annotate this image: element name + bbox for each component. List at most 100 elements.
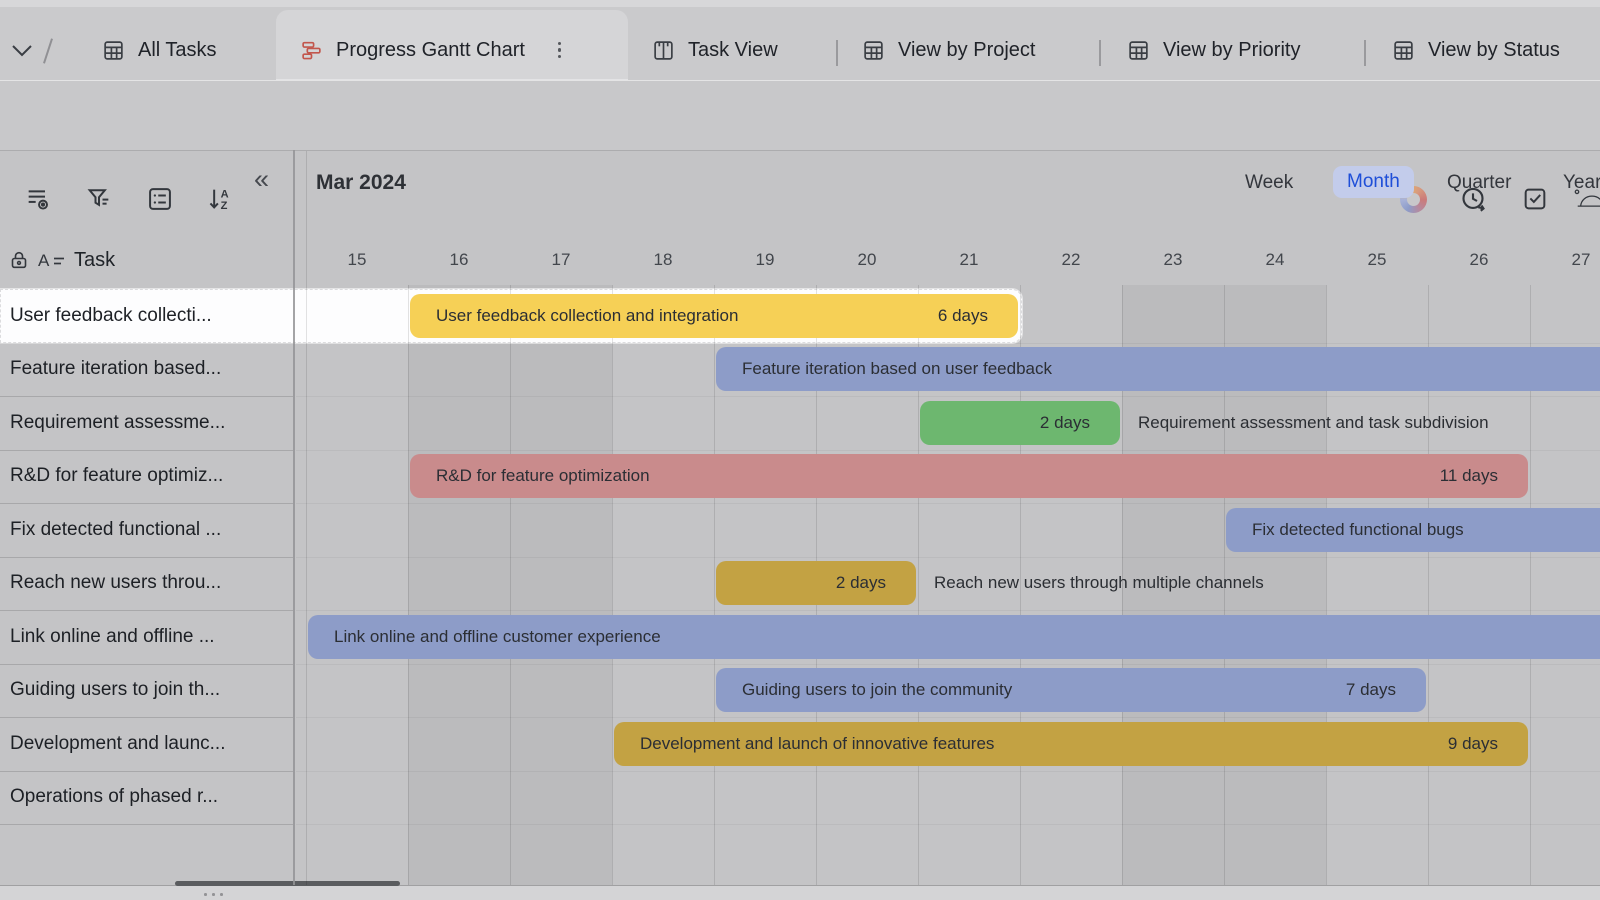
grip-dot bbox=[204, 893, 207, 896]
tab-divider bbox=[1364, 40, 1366, 66]
day-header-17: 17 bbox=[551, 250, 571, 269]
bar-label: User feedback collection and integration bbox=[436, 305, 739, 325]
grid-line-day-15 bbox=[306, 151, 307, 885]
gantt-bar[interactable]: User feedback collection and integration… bbox=[410, 293, 1018, 338]
task-row-separator bbox=[0, 449, 293, 451]
bar-duration: 2 days bbox=[1039, 412, 1090, 432]
automation-icon[interactable] bbox=[1572, 182, 1600, 216]
tab-divider bbox=[836, 40, 838, 66]
group-list-icon[interactable] bbox=[143, 182, 177, 216]
chevron-down-icon[interactable] bbox=[10, 42, 34, 60]
gantt-bar[interactable]: Development and launch of innovative fea… bbox=[614, 721, 1528, 766]
day-header-21: 21 bbox=[959, 250, 979, 269]
svg-text:Z: Z bbox=[221, 200, 228, 212]
grid-line-day-21 bbox=[918, 285, 919, 885]
bar-label: Guiding users to join the community bbox=[742, 680, 1013, 699]
task-list-item-label: User feedback collecti... bbox=[10, 304, 212, 326]
bar-label: Link online and offline customer experie… bbox=[334, 626, 661, 646]
tab-label: View by Priority bbox=[1163, 38, 1301, 61]
gantt-bar[interactable]: Guiding users to join the community 7 day… bbox=[716, 668, 1426, 712]
task-list-item-label: Operations of phased r... bbox=[10, 786, 219, 808]
task-list-item[interactable]: Link online and offline ... bbox=[0, 610, 292, 664]
table-icon bbox=[102, 39, 125, 62]
task-list-item[interactable]: R&D for feature optimiz... bbox=[0, 450, 292, 504]
history-icon[interactable] bbox=[1456, 182, 1490, 216]
day-header-19: 19 bbox=[755, 250, 775, 269]
gantt-row-separator bbox=[296, 717, 1600, 718]
task-list-item[interactable]: Requirement assessme... bbox=[0, 396, 292, 450]
weekend-column-16 bbox=[408, 285, 510, 885]
day-header-18: 18 bbox=[653, 250, 673, 269]
task-list-item[interactable]: Fix detected functional ... bbox=[0, 503, 292, 557]
toolbar-divider bbox=[0, 150, 1600, 151]
task-row-separator bbox=[0, 396, 293, 397]
gantt-bar[interactable]: Fix detected functional bugs bbox=[1226, 507, 1600, 552]
filter-icon[interactable] bbox=[82, 182, 116, 216]
bar-outside-label: Reach new users through multiple channel… bbox=[934, 573, 1264, 592]
task-list-item-label: Link online and offline ... bbox=[10, 625, 215, 647]
gantt-bar[interactable]: Feature iteration based on user feedback bbox=[716, 347, 1600, 391]
task-list-item[interactable]: User feedback collecti... bbox=[0, 289, 292, 343]
gantt-bar[interactable]: 2 days bbox=[716, 561, 916, 605]
view-settings-icon[interactable] bbox=[21, 182, 55, 216]
task-list-item-label: Feature iteration based... bbox=[10, 358, 222, 380]
task-list-item[interactable]: Guiding users to join th... bbox=[0, 664, 292, 718]
table-icon bbox=[862, 39, 885, 62]
kanban-icon bbox=[652, 39, 675, 62]
tab-label: Task View bbox=[688, 38, 778, 61]
gantt-row-separator bbox=[296, 663, 1600, 665]
task-checkbox-icon[interactable] bbox=[1518, 182, 1552, 216]
tab-task-view[interactable]: Task View bbox=[652, 20, 778, 80]
gantt-row-separator bbox=[296, 342, 1600, 344]
tab-view-by-priority[interactable]: View by Priority bbox=[1127, 20, 1300, 80]
task-row-separator bbox=[0, 663, 293, 665]
tab-view-by-status[interactable]: View by Status bbox=[1392, 20, 1560, 80]
grid-line-day-17 bbox=[510, 285, 511, 885]
task-list-item[interactable]: Feature iteration based... bbox=[0, 343, 292, 397]
bar-label: Development and launch of innovative fea… bbox=[640, 733, 995, 753]
day-header-23: 23 bbox=[1163, 250, 1183, 269]
task-row-separator bbox=[0, 824, 293, 825]
gantt-row-separator bbox=[296, 770, 1600, 772]
zoom-level-year[interactable]: Year bbox=[1563, 172, 1600, 193]
day-header-25: 25 bbox=[1367, 250, 1387, 269]
day-header-26: 26 bbox=[1469, 250, 1489, 269]
zoom-level-quarter[interactable]: Quarter bbox=[1447, 172, 1512, 193]
text-field-icon: A bbox=[38, 251, 64, 270]
zoom-level-month[interactable]: Month bbox=[1333, 166, 1414, 198]
task-list-item[interactable]: Reach new users throu... bbox=[0, 557, 292, 611]
gantt-bar[interactable]: Link online and offline customer experie… bbox=[308, 614, 1600, 659]
gantt-bar[interactable]: 2 days bbox=[920, 400, 1120, 445]
tab-all-tasks[interactable]: All Tasks bbox=[102, 20, 217, 80]
bar-duration: 2 days bbox=[835, 573, 886, 592]
gantt-row-separator bbox=[296, 556, 1600, 558]
bar-label: Feature iteration based on user feedback bbox=[742, 359, 1052, 378]
task-list-item[interactable]: Development and launc... bbox=[0, 717, 292, 771]
task-list-item[interactable]: Operations of phased r... bbox=[0, 771, 292, 825]
task-row-separator bbox=[0, 770, 293, 772]
tab-view-by-project[interactable]: View by Project bbox=[862, 20, 1035, 80]
task-column-header-label: Task bbox=[74, 248, 116, 271]
view-tab-bar: All Tasks Progress Gantt Chart Task View Vi… bbox=[0, 0, 1600, 80]
day-header-22: 22 bbox=[1061, 250, 1081, 269]
bottom-strip bbox=[0, 886, 1600, 900]
task-column-header[interactable]: A Task bbox=[0, 243, 115, 277]
gantt-bar[interactable]: R&D for feature optimization 11 days bbox=[410, 454, 1528, 498]
tab-menu-kebab-icon[interactable] bbox=[557, 41, 562, 59]
horizontal-scrollbar[interactable] bbox=[175, 881, 400, 886]
task-list-item-label: Development and launc... bbox=[10, 732, 226, 754]
collapse-panel-icon[interactable]: « bbox=[254, 164, 270, 194]
grid-line-day-23 bbox=[1122, 285, 1123, 885]
breadcrumb-slash bbox=[43, 38, 53, 64]
bar-duration: 6 days bbox=[937, 305, 988, 325]
zoom-level-week[interactable]: Week bbox=[1245, 172, 1294, 193]
svg-text:A: A bbox=[38, 251, 50, 270]
tab-progress-gantt-chart[interactable]: Progress Gantt Chart bbox=[300, 20, 562, 80]
task-row-separator bbox=[0, 610, 293, 611]
gantt-row-separator bbox=[296, 824, 1600, 825]
grid-line-day-22 bbox=[1020, 285, 1021, 885]
panel-divider[interactable] bbox=[293, 150, 295, 885]
day-header-20: 20 bbox=[857, 250, 877, 269]
